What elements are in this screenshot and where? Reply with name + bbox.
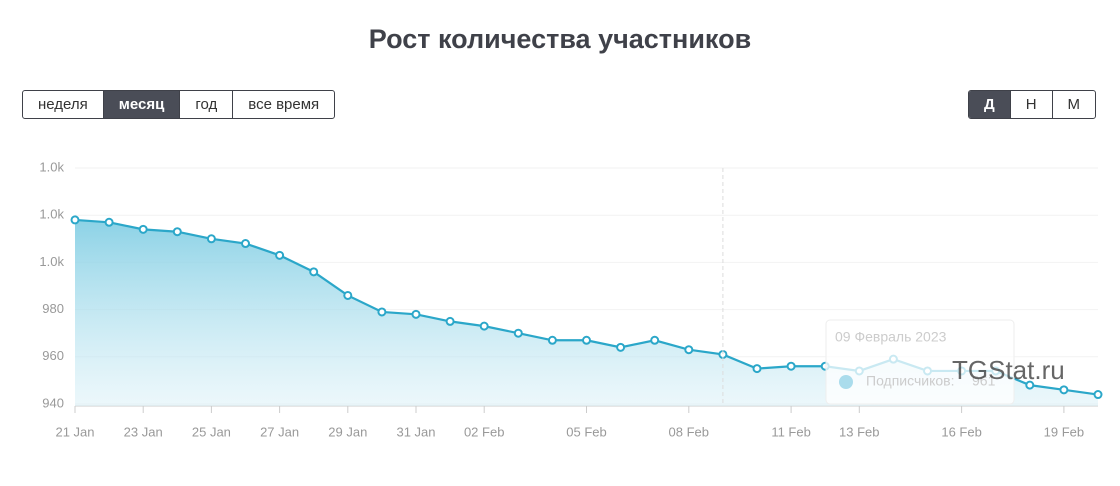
point [582, 335, 591, 345]
point [104, 217, 114, 227]
point [650, 335, 660, 345]
x-tick-label: 27 Jan [260, 424, 299, 439]
point [343, 290, 353, 300]
point [445, 316, 455, 326]
x-tick-label: 16 Feb [941, 424, 981, 439]
point [684, 345, 694, 355]
scale-button[interactable]: Д [969, 91, 1010, 118]
tooltip-title: 09 Февраль 2023 [835, 329, 947, 345]
point [70, 215, 80, 225]
point [1093, 390, 1103, 400]
point [1025, 380, 1035, 390]
point [275, 250, 285, 260]
x-tick-label: 23 Jan [124, 424, 163, 439]
point [411, 309, 421, 319]
tooltip-box [825, 319, 1015, 405]
tooltip-label: Подписчиков: [866, 373, 954, 389]
point [241, 239, 250, 249]
x-tick-label: 21 Jan [55, 424, 94, 439]
tooltip-marker [839, 375, 853, 389]
watermark: TGStat.ru [952, 355, 1065, 385]
point [479, 321, 489, 331]
period-switch: неделя месяц год все время [22, 90, 336, 119]
point [309, 267, 319, 277]
x-tick-label: 11 Feb [771, 424, 811, 439]
point [172, 227, 182, 237]
x-tick-label: 29 Jan [328, 424, 367, 439]
period-button[interactable]: год [179, 91, 232, 118]
y-tick-label: 980 [42, 301, 64, 316]
point [1059, 385, 1069, 395]
point [377, 307, 387, 317]
period-button[interactable]: все время [232, 91, 334, 118]
point [786, 361, 796, 371]
y-tick-label: 940 [42, 395, 64, 410]
y-tick-label: 1.0k [39, 254, 64, 269]
period-button[interactable]: неделя [38, 96, 88, 113]
page-title: Рост количества участников [368, 24, 752, 54]
tooltip-value: 961 [972, 373, 996, 389]
x-tick-label: 02 Feb [464, 424, 504, 439]
x-tick-label: 05 Feb [566, 424, 606, 439]
point [616, 342, 626, 352]
x-tick-label: 19 Feb [1044, 424, 1084, 439]
period-button[interactable]: месяц [102, 91, 180, 118]
point [513, 328, 523, 338]
point [547, 335, 557, 345]
scale-button[interactable]: М [1051, 91, 1095, 118]
point [752, 364, 762, 374]
x-tick-label: 08 Feb [669, 424, 709, 439]
x-tick-label: 31 Jan [396, 424, 435, 439]
y-tick-label: 1.0k [39, 207, 64, 222]
point [206, 234, 216, 244]
scale-button[interactable]: Н [1009, 91, 1052, 118]
y-tick-label: 960 [42, 348, 64, 363]
y-tick-label: 1.0k [39, 159, 64, 174]
scale-switch: Д Н М [968, 90, 1097, 119]
area [75, 219, 1098, 406]
x-tick-label: 25 Jan [192, 424, 231, 439]
x-tick-label: 13 Feb [839, 424, 879, 439]
point [138, 224, 148, 234]
